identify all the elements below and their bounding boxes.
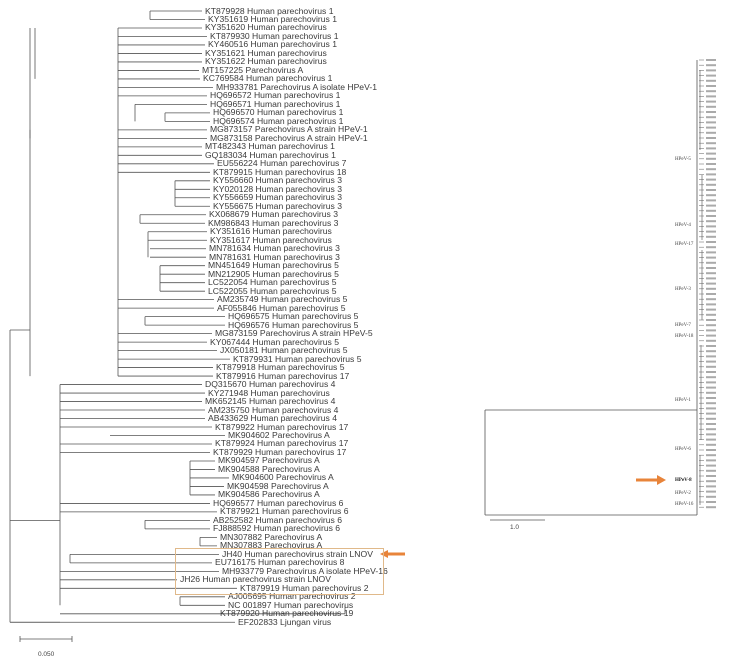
leaf-label: HQ696575 Human parechovirus 5 [228,311,359,322]
leaf-label: MN781634 Human parechovirus 3 [209,243,340,254]
leaf-label: FJ888592 Human parechovirus 6 [213,523,341,534]
scale-bar-label: 0.050 [38,651,55,658]
leaf-label: KT879929 Human parechovirus 17 [213,446,347,457]
leaf-label: KT879928 Human parechovirus 1 [205,5,334,16]
leaf-label: EU556224 Human parechovirus 7 [217,158,347,169]
leaf-label: JH40 Human parechovirus strain LNOV [222,548,373,559]
leaf-label: KT879919 Human parechovirus 2 [240,582,369,593]
leaf-label: MH933781 Parechovirus A isolate HPeV-1 [216,81,377,92]
arrow-icon [380,550,388,558]
leaf-label: HQ696571 Human parechovirus 1 [210,98,341,109]
leaf-label: MN212905 Human parechovirus 5 [208,268,339,279]
leaf-label: KM986843 Human parechovirus 3 [208,217,339,228]
clade-label: HPeV-7 [675,323,691,328]
leaf-label: KT879921 Human parechovirus 6 [220,506,349,517]
leaf-label: HQ696577 Human parechovirus 6 [213,497,344,508]
leaf-label: KY351621 Human parechovirus [205,47,327,58]
leaf-label: KY351617 Human parechovirus [210,234,332,245]
leaf-label: KT879920 Human parechovirus 19 [220,608,354,619]
leaf-label: KT879931 Human parechovirus 5 [233,353,362,364]
leaf-label: HQ696570 Human parechovirus 1 [213,107,344,118]
leaf-label: KC769584 Human parechovirus 1 [203,73,333,84]
leaf-label: AF055846 Human parechovirus 5 [217,302,346,313]
leaf-label: HQ696574 Human parechovirus 1 [213,115,344,126]
leaf-label: KY556659 Human parechovirus 3 [213,192,342,203]
leaf-label: KT879922 Human parechovirus 17 [215,421,349,432]
leaf-label: KY556660 Human parechovirus 3 [213,175,342,186]
clade-label: HPeV-16 [675,502,694,507]
leaf-label: MG873158 Parechovirus A strain HPeV-1 [210,132,368,143]
clade-label: HPeV-6 [675,447,691,452]
leaf-label: MK904600 Parechovirus A [232,472,334,483]
leaf-label: MT482343 Human parechovirus 1 [205,141,335,152]
leaf-label: HQ696572 Human parechovirus 1 [210,90,341,101]
leaf-label: NC 001897 Human parechovirus [228,599,354,610]
leaf-label: MK904597 Parechovirus A [218,455,320,466]
leaf-label: JH26 Human parechovirus strain LNOV [180,574,331,585]
clade-label: HPeV-5 [675,157,691,162]
leaf-label: MH933779 Parechovirus A isolate HPeV-16 [222,565,388,576]
clade-label: HPeV-8 [675,478,692,483]
leaf-label: MN781631 Human parechovirus 3 [209,251,340,262]
leaf-label: MK652145 Human parechovirus 4 [205,396,336,407]
clade-label: HPeV-18 [675,334,694,339]
inset-scale-bar-label: 1.0 [510,524,520,531]
leaf-label: MN307883 Parechovirus A [220,540,323,551]
leaf-label: AB433629 Human parechovirus 4 [208,413,337,424]
leaf-label: KY271948 Human parechovirus [208,387,330,398]
clade-label: HPeV-2 [675,491,691,496]
leaf-label: KY556675 Human parechovirus 3 [213,200,342,211]
leaf-label: JX050181 Human parechovirus 5 [220,345,348,356]
leaf-label: EU716175 Human parechovirus 8 [215,557,345,568]
leaf-label: KX068679 Human parechovirus 3 [209,209,338,220]
leaf-label: MN451649 Human parechovirus 5 [208,260,339,271]
leaf-label: MG873157 Parechovirus A strain HPeV-1 [210,124,368,135]
leaf-label: DQ315670 Human parechovirus 4 [205,379,336,390]
clade-label: HPeV-1 [675,398,691,403]
leaf-label: MT157225 Parechovirus A [202,64,304,75]
leaf-label: MK904586 Parechovirus A [218,489,320,500]
leaf-label: AB252582 Human parechovirus 6 [213,514,342,525]
leaf-label: KY351619 Human parechovirus 1 [208,13,337,24]
leaf-label: KT879924 Human parechovirus 17 [215,438,349,449]
leaf-label: KT879930 Human parechovirus 1 [210,30,339,41]
leaf-label: KY020128 Human parechovirus 3 [213,183,342,194]
leaf-label: LC522054 Human parechovirus 5 [208,277,337,288]
leaf-label: HQ696576 Human parechovirus 5 [228,319,359,330]
leaf-label: MK904598 Parechovirus A [227,480,329,491]
leaf-label: KT879916 Human parechovirus 17 [216,370,350,381]
leaf-label: AM235749 Human parechovirus 5 [217,294,348,305]
leaf-label: AJ005695 Human parechovirus 2 [228,591,356,602]
leaf-label: KT879918 Human parechovirus 5 [216,362,345,373]
highlight-box [175,548,384,595]
leaf-label: GQ183034 Human parechovirus 1 [205,149,336,160]
leaf-label: KY460516 Human parechovirus 1 [208,39,337,50]
leaf-label: MK904588 Parechovirus A [218,463,320,474]
leaf-label: KY067444 Human parechovirus 5 [210,336,339,347]
leaf-label: KY351616 Human parechovirus [210,226,332,237]
leaf-label: KT879915 Human parechovirus 18 [213,166,347,177]
leaf-label: KY351620 Human parechovirus [205,22,327,33]
leaf-label: EF202833 Ljungan virus [238,616,332,627]
clade-label: HPeV-3 [675,287,691,292]
leaf-label: AM235750 Human parechovirus 4 [208,404,339,415]
leaf-label: LC522055 Human parechovirus 5 [208,285,337,296]
leaf-label: KY351622 Human parechovirus [205,56,327,67]
clade-label: HPeV-4 [675,223,691,228]
leaf-label: MN307882 Parechovirus A [220,531,323,542]
clade-label: HPeV-17 [675,242,694,247]
arrow-icon [657,475,666,485]
leaf-label: MK904602 Parechovirus A [228,430,330,440]
leaf-label: MG873159 Parechovirus A strain HPeV-5 [215,328,373,339]
